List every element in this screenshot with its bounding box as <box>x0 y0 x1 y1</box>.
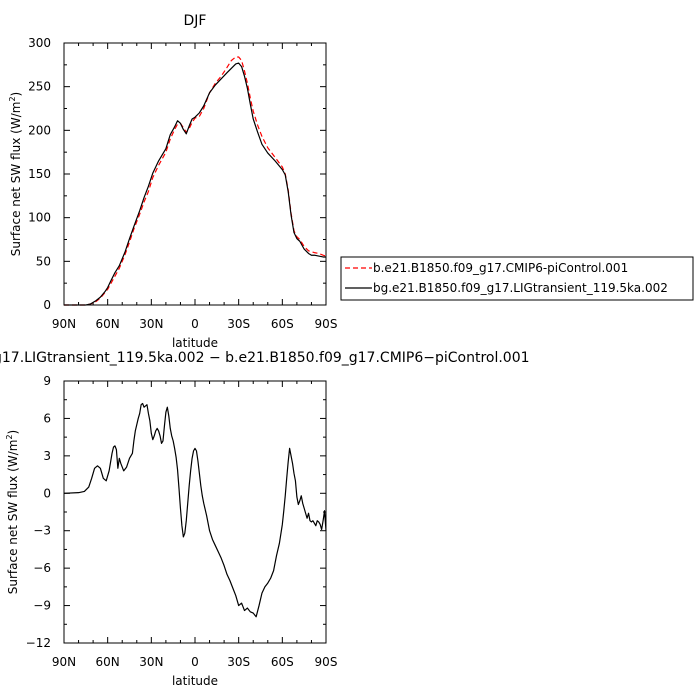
x-tick-label: 30S <box>227 655 250 669</box>
y-tick-label: 3 <box>43 449 51 463</box>
y-axis-label: Surface net SW flux (W/m2) <box>5 430 20 594</box>
chart-title: bg.e21.B1850.f09_g17.LIGtransient_119.5k… <box>0 350 530 366</box>
y-tick-label: 6 <box>43 411 51 425</box>
y-tick-label: −9 <box>33 599 51 613</box>
y-axis-label-end: ) <box>9 92 23 97</box>
y-tick-label: −3 <box>33 524 51 538</box>
bottom-panel: bg.e21.B1850.f09_g17.LIGtransient_119.5k… <box>0 350 530 688</box>
plot-frame <box>63 380 327 644</box>
x-tick-label: 90N <box>52 317 76 331</box>
x-axis-label: latitude <box>172 674 218 688</box>
x-tick-label: 60N <box>96 655 120 669</box>
y-tick-label: 250 <box>28 80 51 94</box>
y-axis-label-end: ) <box>6 430 20 435</box>
x-tick-label: 30N <box>139 655 163 669</box>
legend-label: bg.e21.B1850.f09_g17.LIGtransient_119.5k… <box>373 281 668 295</box>
x-tick-label: 60N <box>96 317 120 331</box>
x-tick-label: 90S <box>315 655 338 669</box>
plot-frame <box>63 42 327 306</box>
y-tick-label: 300 <box>28 36 51 50</box>
x-tick-label: 60S <box>271 317 294 331</box>
y-axis-label: Surface net SW flux (W/m2) <box>8 92 23 256</box>
x-tick-label: 90N <box>52 655 76 669</box>
y-axis-label-sup: 2 <box>8 96 17 101</box>
x-tick-label: 30N <box>139 317 163 331</box>
x-tick-label: 30S <box>227 317 250 331</box>
legend-box <box>340 256 694 301</box>
difference-series-line <box>63 402 327 618</box>
y-tick-label: −6 <box>33 561 51 575</box>
y-tick-label: 9 <box>43 374 51 388</box>
y-axis-label-main: Surface net SW flux (W/m <box>6 440 20 595</box>
y-tick-label: 0 <box>43 486 51 500</box>
y-tick-label: 50 <box>36 254 51 268</box>
series-line-ligtransient <box>64 62 326 306</box>
x-tick-label: 60S <box>271 655 294 669</box>
y-tick-label: 150 <box>28 167 51 181</box>
legend: b.e21.B1850.f09_g17.CMIP6-piControl.001b… <box>340 256 694 301</box>
y-tick-label: 200 <box>28 123 51 137</box>
y-axis-label-sup: 2 <box>5 434 14 439</box>
x-tick-label: 90S <box>315 317 338 331</box>
y-tick-label: 0 <box>43 298 51 312</box>
x-axis-label: latitude <box>172 336 218 350</box>
chart-title: DJF <box>184 13 207 29</box>
top-panel: DJF 90N 60N 30N 0 30S 60S 90S 0 50 100 150 200 250 300… <box>8 13 337 350</box>
y-tick-label: −12 <box>26 636 51 650</box>
y-axis-label-main: Surface net SW flux (W/m <box>9 102 23 257</box>
legend-label: b.e21.B1850.f09_g17.CMIP6-piControl.001 <box>373 261 628 275</box>
x-tick-label: 0 <box>191 317 199 331</box>
x-tick-label: 0 <box>191 655 199 669</box>
y-tick-label: 100 <box>28 211 51 225</box>
